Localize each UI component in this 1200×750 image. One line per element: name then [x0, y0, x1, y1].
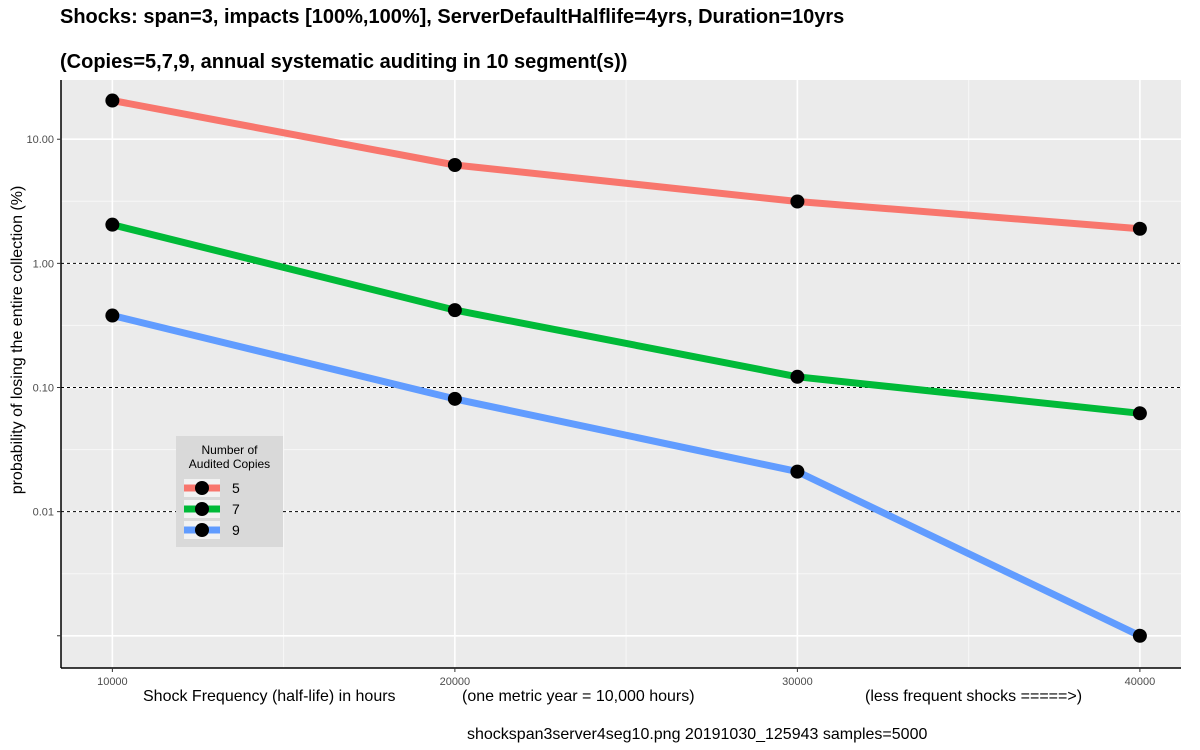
x-tick-label: 10000 — [97, 676, 128, 688]
data-point-5 — [447, 157, 462, 172]
x-tick-label: 40000 — [1125, 676, 1156, 688]
legend-label-9: 9 — [232, 522, 240, 538]
data-point-9 — [1132, 628, 1147, 643]
legend-key-7 — [184, 500, 220, 518]
legend-title: Number of Audited Copies — [188, 443, 271, 471]
chart-subtitle: (Copies=5,7,9, annual systematic auditin… — [60, 51, 628, 73]
data-point-9 — [447, 391, 462, 406]
data-point-7 — [447, 303, 462, 318]
data-point-5 — [105, 93, 120, 108]
data-point-9 — [790, 464, 805, 479]
y-tick-label: 1.00 — [33, 258, 54, 270]
legend-key-9 — [184, 521, 220, 539]
x-tick-label: 30000 — [782, 676, 813, 688]
x-axis-direction-note: (less frequent shocks =====>) — [865, 688, 1083, 705]
legend-label-5: 5 — [232, 480, 240, 496]
y-tick-label: 0.01 — [33, 507, 54, 519]
data-point-7 — [1132, 406, 1147, 421]
y-axis-label: probability of losing the entire collect… — [9, 185, 26, 495]
data-point-7 — [105, 217, 120, 232]
data-point-5 — [790, 194, 805, 209]
series-line-9 — [111, 312, 1142, 639]
x-tick-label: 20000 — [440, 676, 471, 688]
legend-key-5 — [184, 479, 220, 497]
x-axis-note: (one metric year = 10,000 hours) — [462, 688, 695, 705]
series-line-7 — [111, 221, 1141, 417]
legend: Number of Audited Copies 5 7 9 — [176, 436, 283, 547]
y-tick-label: 10.00 — [26, 134, 54, 146]
series-line-5 — [111, 97, 1141, 233]
y-tick-label: 0.10 — [33, 382, 54, 394]
chart-title: Shocks: span=3, impacts [100%,100%], Ser… — [60, 6, 845, 28]
data-point-5 — [1132, 221, 1147, 236]
plot-panel — [61, 80, 1181, 668]
data-point-9 — [105, 308, 120, 323]
x-axis-label: Shock Frequency (half-life) in hours — [143, 688, 396, 705]
legend-label-7: 7 — [232, 501, 240, 517]
footer-caption: shockspan3server4seg10.png 20191030_1259… — [467, 726, 928, 743]
data-point-7 — [790, 369, 805, 384]
